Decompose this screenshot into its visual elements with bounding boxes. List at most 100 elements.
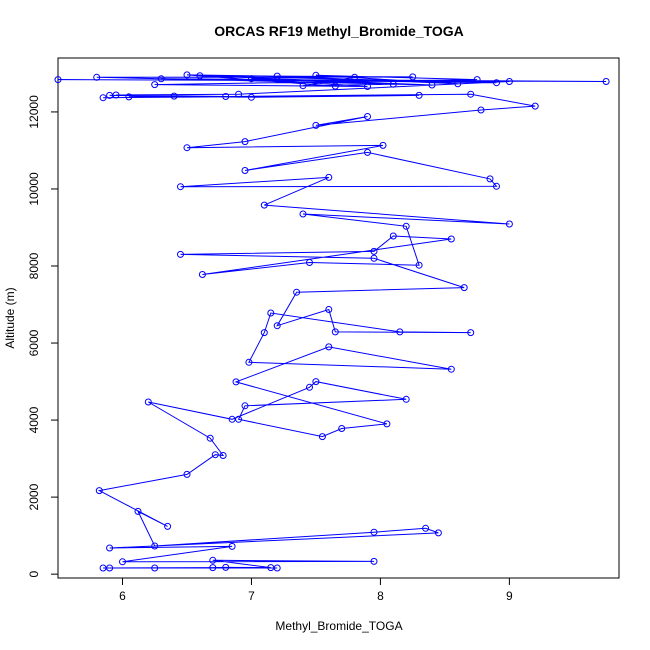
y-tick-label: 8000 <box>27 252 41 279</box>
data-points <box>54 71 610 572</box>
data-point <box>134 507 142 515</box>
data-point <box>170 92 178 100</box>
data-point <box>325 306 333 313</box>
data-point <box>299 82 307 90</box>
data-point <box>370 254 378 262</box>
data-point <box>422 524 430 532</box>
x-tick-label: 8 <box>377 589 384 603</box>
y-tick-label: 0 <box>27 570 41 577</box>
data-point <box>219 452 227 459</box>
data-point <box>196 72 204 80</box>
data-point <box>241 167 249 174</box>
data-point <box>312 378 320 386</box>
data-point <box>241 138 249 146</box>
data-point <box>389 232 397 240</box>
data-point <box>151 564 159 572</box>
data-point <box>473 76 481 84</box>
data-point <box>415 261 423 269</box>
data-point <box>493 182 500 190</box>
data-point <box>447 365 455 373</box>
data-point <box>177 183 184 191</box>
data-point <box>312 121 320 129</box>
data-point <box>125 93 133 101</box>
data-point <box>273 72 281 80</box>
data-point <box>364 113 371 120</box>
data-point <box>260 201 268 209</box>
data-point <box>235 415 243 423</box>
chart-title: ORCAS RF19 Methyl_Bromide_TOGA <box>214 23 463 39</box>
data-point <box>318 433 326 441</box>
data-point <box>460 284 468 292</box>
data-point <box>206 434 214 442</box>
data-point <box>119 558 126 566</box>
data-point <box>106 544 114 552</box>
data-point <box>177 250 184 258</box>
data-point <box>364 148 371 156</box>
data-point <box>151 542 159 550</box>
data-point <box>232 378 240 386</box>
data-point <box>267 309 275 317</box>
series-line <box>57 74 607 569</box>
x-tick-label: 9 <box>506 589 513 603</box>
data-point <box>144 398 152 406</box>
plot-frame <box>57 57 620 579</box>
data-point <box>434 529 442 537</box>
data-point <box>183 71 191 79</box>
data-point <box>209 556 217 564</box>
data-point <box>364 83 371 90</box>
data-point <box>402 395 410 403</box>
data-point <box>198 271 206 278</box>
data-point <box>428 81 436 89</box>
data-point <box>228 542 236 550</box>
data-point <box>306 259 313 266</box>
data-point <box>325 343 333 351</box>
data-point <box>602 78 610 85</box>
data-point <box>415 91 423 99</box>
data-point <box>467 329 475 337</box>
data-point <box>505 78 513 85</box>
data-point <box>370 557 378 565</box>
y-tick-label: 2000 <box>27 483 41 510</box>
data-point <box>454 80 462 88</box>
data-point <box>151 81 159 89</box>
data-point <box>370 528 378 536</box>
data-point <box>447 235 455 243</box>
data-point <box>99 94 107 102</box>
data-point <box>157 75 165 83</box>
data-point <box>477 106 485 114</box>
data-point <box>106 564 114 572</box>
data-point <box>331 328 339 336</box>
y-tick-label: 12000 <box>27 95 41 129</box>
data-point <box>112 91 120 99</box>
y-tick-label: 6000 <box>27 329 41 356</box>
y-axis-label: Altitude (m) <box>3 287 17 348</box>
x-axis: 6 7 8 9 <box>119 577 513 603</box>
data-point <box>383 420 391 428</box>
data-point <box>211 451 219 459</box>
data-point <box>402 222 410 230</box>
data-point <box>247 75 255 83</box>
data-point <box>273 322 281 330</box>
data-point <box>312 71 320 79</box>
data-point <box>222 93 230 100</box>
y-tick-label: 10000 <box>27 172 41 206</box>
data-point <box>245 358 253 366</box>
data-point <box>209 564 217 572</box>
data-point <box>293 288 301 296</box>
data-point <box>247 93 255 101</box>
data-point <box>486 175 494 183</box>
data-point <box>54 76 62 84</box>
x-tick-label: 6 <box>119 589 126 603</box>
data-point <box>241 402 249 410</box>
x-axis-label: Methyl_Bromide_TOGA <box>275 619 402 633</box>
data-point <box>409 73 417 81</box>
data-point <box>95 487 103 495</box>
data-point <box>183 144 191 152</box>
data-point <box>531 102 539 110</box>
data-point <box>325 173 333 181</box>
data-point <box>370 247 378 255</box>
data-point <box>222 563 230 571</box>
y-axis: 0 2000 4000 6000 8000 10000 12000 <box>27 95 59 577</box>
data-point <box>396 328 404 336</box>
